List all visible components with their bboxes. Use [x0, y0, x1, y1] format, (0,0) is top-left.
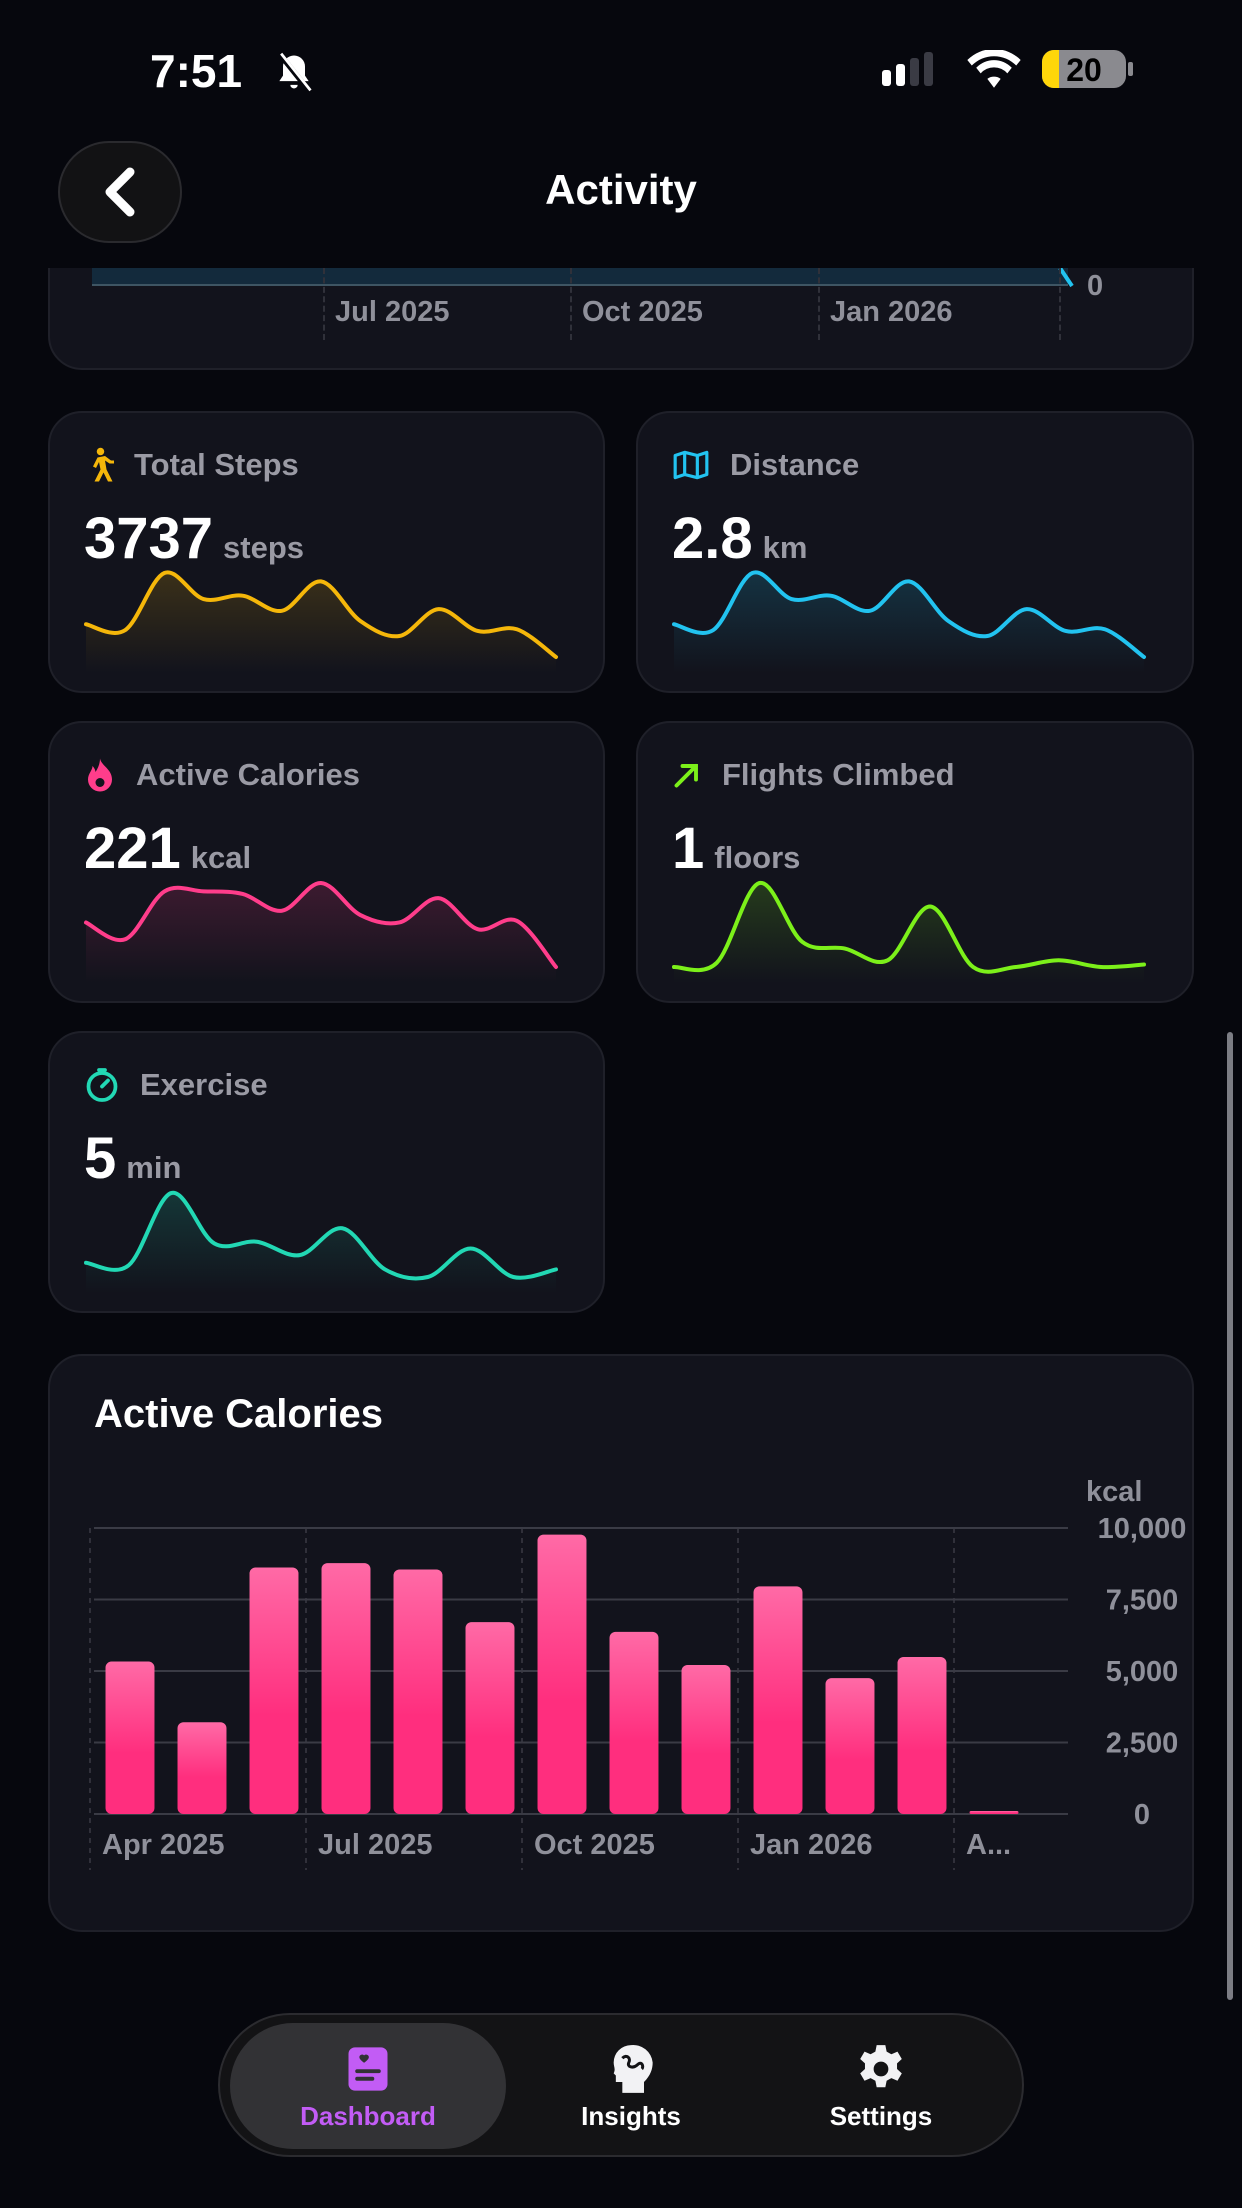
- metric-label: Flights Climbed: [722, 757, 955, 792]
- signal-icon: [882, 52, 933, 86]
- metric-label: Active Calories: [136, 757, 360, 792]
- distance-chart-card: 0 Jul 2025 Oct 2025 Jan 2026: [48, 268, 1194, 370]
- metric-card-steps[interactable]: Total Steps 3737 steps: [48, 411, 605, 693]
- tab-bar: Dashboard Insights Settings: [218, 2013, 1024, 2157]
- sparkline-line: [84, 881, 558, 969]
- metric-card-exercise[interactable]: Exercise 5 min: [48, 1031, 605, 1313]
- tab-dashboard[interactable]: Dashboard: [230, 2031, 506, 2143]
- bar-jan-2026[interactable]: [753, 1586, 803, 1814]
- page-title: Activity: [545, 166, 697, 213]
- sparkline-area: [86, 882, 556, 983]
- x-tick-label: Oct 2025: [534, 1829, 655, 1861]
- y-tick-label: 10,000: [1098, 1513, 1187, 1545]
- bar-jul-2025[interactable]: [321, 1563, 371, 1814]
- x-tick-label: Jul 2025: [318, 1829, 432, 1861]
- metric-unit: steps: [223, 530, 305, 565]
- bar-aug-2025[interactable]: [393, 1569, 443, 1814]
- metric-label: Total Steps: [134, 447, 299, 482]
- metric-unit: kcal: [190, 840, 252, 875]
- sparkline-area: [674, 572, 1144, 673]
- x-tick-label: Jan 2026: [830, 296, 953, 328]
- bar-apr-2025[interactable]: [105, 1661, 155, 1814]
- bar-chart: 0 2,500 5,000 7,500 10,000 Apr 2025 Jul 2025 Oc…: [89, 1513, 1187, 1870]
- gear-icon: [860, 2044, 902, 2087]
- bar-dec-2025[interactable]: [681, 1664, 731, 1814]
- sparkline-line: [672, 570, 1146, 659]
- bell-slash-icon: [277, 51, 312, 93]
- metric-unit: km: [762, 530, 808, 565]
- chevron-left-icon: [105, 167, 135, 217]
- sparkline: [672, 570, 1146, 673]
- sparkline: [84, 881, 558, 983]
- health-record-icon: [348, 2046, 388, 2091]
- sparkline-area: [86, 1192, 556, 1293]
- metric-unit: floors: [714, 840, 801, 875]
- sparkline-area: [86, 572, 556, 673]
- sparkline: [84, 570, 558, 673]
- bar-mar-2026[interactable]: [897, 1656, 947, 1814]
- x-tick-label: A...: [966, 1829, 1011, 1861]
- metric-card-active-calories[interactable]: Active Calories 221 kcal: [48, 721, 605, 1003]
- metric-card-distance[interactable]: Distance 2.8 km: [636, 411, 1194, 693]
- tab-label: Dashboard: [300, 2100, 436, 2131]
- timer-icon: [86, 1068, 118, 1102]
- sparkline: [84, 1191, 558, 1293]
- metric-value: 5: [84, 1126, 117, 1191]
- sparkline-line: [672, 881, 1146, 974]
- back-button[interactable]: [58, 141, 182, 243]
- x-tick-label: Apr 2025: [102, 1829, 225, 1861]
- tab-insights[interactable]: Insights: [506, 2031, 756, 2143]
- y-tick-label: 0: [1087, 270, 1104, 302]
- metric-label: Distance: [730, 447, 860, 482]
- bar-apr-2026[interactable]: [969, 1811, 1019, 1814]
- walking-figure-icon: [93, 447, 114, 482]
- series-line-end: [1058, 268, 1074, 288]
- sparkline-line: [84, 570, 558, 659]
- metric-value: 221: [84, 816, 181, 881]
- battery-level: 20: [1066, 52, 1102, 88]
- bar-jun-2025[interactable]: [249, 1567, 299, 1814]
- area-fill: [92, 268, 1068, 286]
- chart-title: Active Calories: [94, 1392, 384, 1436]
- bar-sep-2025[interactable]: [465, 1622, 515, 1814]
- x-tick-label: Jan 2026: [750, 1829, 873, 1861]
- battery-icon: 20: [1042, 50, 1126, 88]
- y-tick-label: 2,500: [1106, 1728, 1179, 1760]
- x-tick-label: Jul 2025: [335, 296, 450, 328]
- metric-value: 3737: [84, 506, 214, 571]
- bar-nov-2025[interactable]: [609, 1631, 659, 1814]
- bar-oct-2025[interactable]: [537, 1534, 587, 1814]
- metric-label: Exercise: [140, 1067, 268, 1102]
- wifi-icon: [967, 50, 1021, 88]
- bar-may-2025[interactable]: [177, 1722, 227, 1814]
- scrollbar[interactable]: [1227, 1032, 1233, 2000]
- y-tick-label: 0: [1134, 1799, 1150, 1831]
- map-icon: [673, 450, 709, 480]
- flame-icon: [88, 758, 112, 792]
- sparkline: [672, 881, 1146, 983]
- status-time: 7:51: [150, 45, 243, 97]
- active-calories-chart-card: Active Calories kcal 0 2,500 5,000 7,500 10,…: [48, 1354, 1194, 1932]
- metric-value: 1: [672, 816, 705, 881]
- tab-label: Insights: [581, 2100, 681, 2131]
- metric-card-flights-climbed[interactable]: Flights Climbed 1 floors: [636, 721, 1194, 1003]
- brain-head-icon: [613, 2044, 653, 2093]
- metric-value: 2.8: [672, 506, 753, 571]
- tab-label: Settings: [829, 2100, 933, 2131]
- y-tick-label: 7,500: [1106, 1585, 1179, 1617]
- metric-unit: min: [126, 1150, 182, 1185]
- sparkline-line: [84, 1191, 558, 1281]
- tab-settings[interactable]: Settings: [756, 2031, 1006, 2143]
- y-tick-label: 5,000: [1106, 1656, 1179, 1688]
- bar-feb-2026[interactable]: [825, 1678, 875, 1814]
- y-axis-unit: kcal: [1086, 1476, 1143, 1508]
- arrow-up-right-icon: [674, 764, 698, 788]
- x-tick-label: Oct 2025: [582, 296, 703, 328]
